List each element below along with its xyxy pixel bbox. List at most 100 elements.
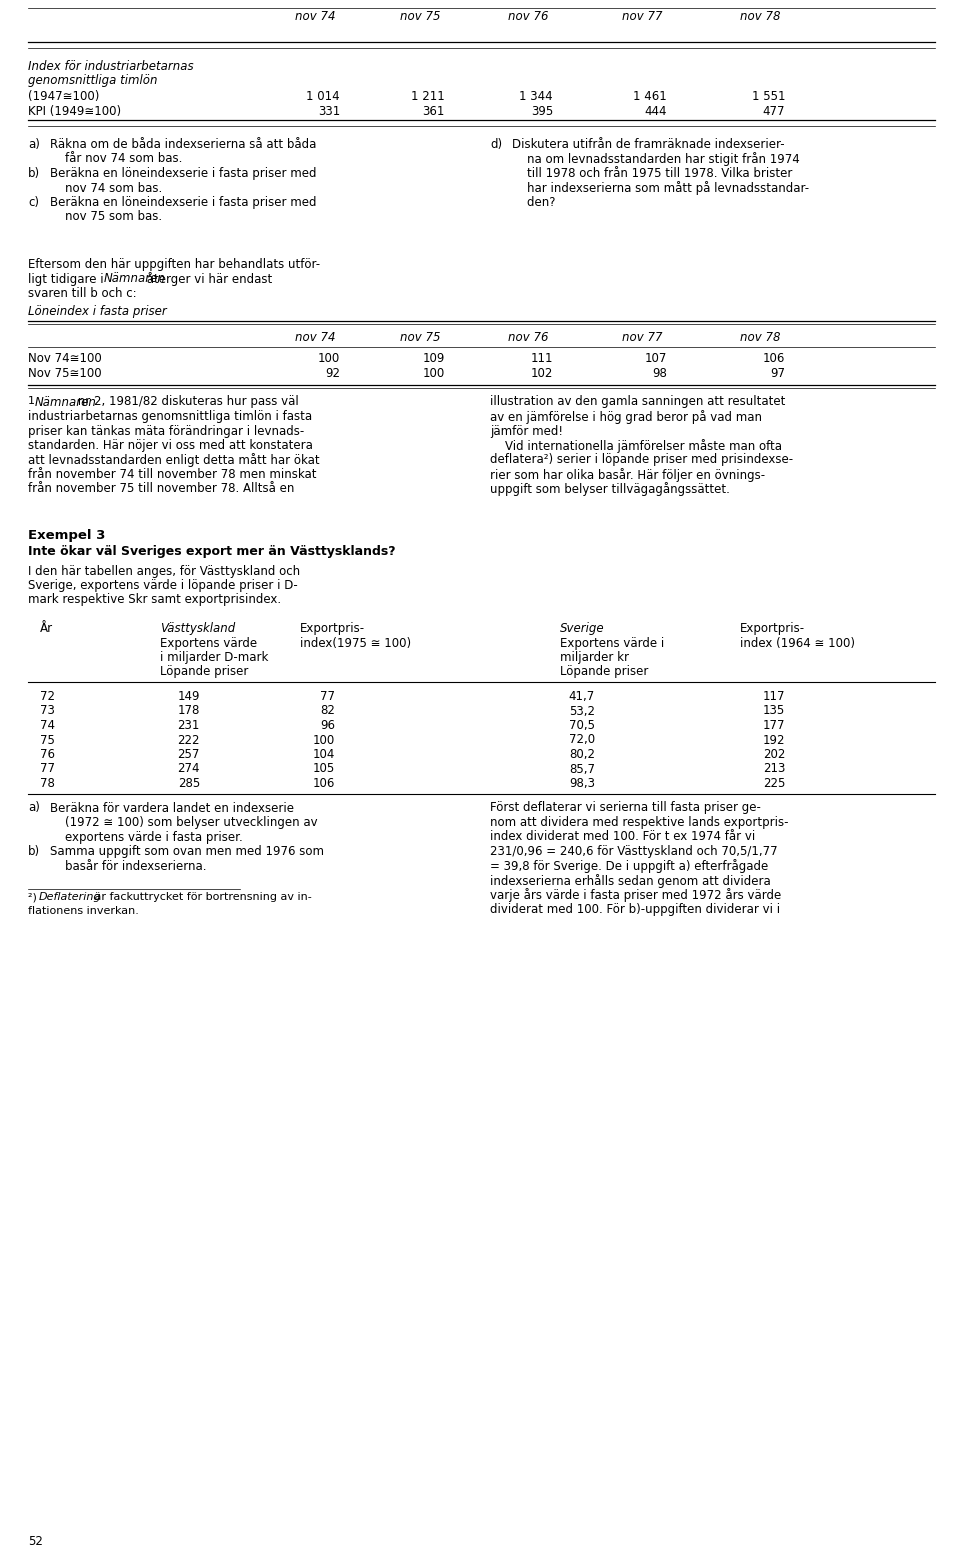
Text: i miljarder D-mark: i miljarder D-mark xyxy=(160,651,269,665)
Text: 231: 231 xyxy=(178,719,200,732)
Text: nov 78: nov 78 xyxy=(740,9,780,23)
Text: Deflatering: Deflatering xyxy=(39,892,102,902)
Text: 100: 100 xyxy=(422,367,445,381)
Text: får nov 74 som bas.: får nov 74 som bas. xyxy=(50,153,182,165)
Text: återger vi här endast: återger vi här endast xyxy=(143,273,272,287)
Text: b): b) xyxy=(28,846,40,858)
Text: 102: 102 xyxy=(531,367,553,381)
Text: miljarder kr: miljarder kr xyxy=(560,651,629,665)
Text: Exportpris-: Exportpris- xyxy=(300,622,365,635)
Text: standarden. Här nöjer vi oss med att konstatera: standarden. Här nöjer vi oss med att kon… xyxy=(28,438,313,452)
Text: nov 75 som bas.: nov 75 som bas. xyxy=(50,211,162,223)
Text: mark respektive Skr samt exportprisindex.: mark respektive Skr samt exportprisindex… xyxy=(28,593,281,607)
Text: 331: 331 xyxy=(318,105,340,119)
Text: nr 2, 1981/82 diskuteras hur pass väl: nr 2, 1981/82 diskuteras hur pass väl xyxy=(74,396,299,409)
Text: b): b) xyxy=(28,167,40,179)
Text: exportens värde i fasta priser.: exportens värde i fasta priser. xyxy=(50,830,243,844)
Text: na om levnadsstandarden har stigit från 1974: na om levnadsstandarden har stigit från … xyxy=(512,153,800,167)
Text: 75: 75 xyxy=(40,733,55,747)
Text: illustration av den gamla sanningen att resultatet: illustration av den gamla sanningen att … xyxy=(490,396,785,409)
Text: 92: 92 xyxy=(325,367,340,381)
Text: dividerat med 100. För b)-uppgiften dividerar vi i: dividerat med 100. För b)-uppgiften divi… xyxy=(490,903,780,916)
Text: 82: 82 xyxy=(320,705,335,718)
Text: Beräkna för vardera landet en indexserie: Beräkna för vardera landet en indexserie xyxy=(50,802,294,814)
Text: 135: 135 xyxy=(763,705,785,718)
Text: Nov 75≅100: Nov 75≅100 xyxy=(28,367,102,381)
Text: nov 74: nov 74 xyxy=(295,9,335,23)
Text: 52: 52 xyxy=(28,1535,43,1548)
Text: nov 77: nov 77 xyxy=(622,9,662,23)
Text: (1947≅100): (1947≅100) xyxy=(28,90,100,103)
Text: År: År xyxy=(40,622,53,635)
Text: 77: 77 xyxy=(40,763,55,775)
Text: Exportens värde i: Exportens värde i xyxy=(560,636,664,649)
Text: indexserierna erhålls sedan genom att dividera: indexserierna erhålls sedan genom att di… xyxy=(490,874,771,888)
Text: är fackuttrycket för bortrensning av in-: är fackuttrycket för bortrensning av in- xyxy=(91,892,312,902)
Text: Samma uppgift som ovan men med 1976 som: Samma uppgift som ovan men med 1976 som xyxy=(50,846,324,858)
Text: 444: 444 xyxy=(644,105,667,119)
Text: Västtyskland: Västtyskland xyxy=(160,622,235,635)
Text: 72,0: 72,0 xyxy=(569,733,595,747)
Text: 1 014: 1 014 xyxy=(306,90,340,103)
Text: 100: 100 xyxy=(318,353,340,365)
Text: av en jämförelse i hög grad beror på vad man: av en jämförelse i hög grad beror på vad… xyxy=(490,410,762,424)
Text: flationens inverkan.: flationens inverkan. xyxy=(28,905,139,916)
Text: 107: 107 xyxy=(644,353,667,365)
Text: 149: 149 xyxy=(178,690,200,704)
Text: nov 76: nov 76 xyxy=(508,9,548,23)
Text: rier som har olika basår. Här följer en övnings-: rier som har olika basår. Här följer en … xyxy=(490,468,765,482)
Text: 1 551: 1 551 xyxy=(752,90,785,103)
Text: Diskutera utifrån de framräknade indexserier-: Diskutera utifrån de framräknade indexse… xyxy=(512,137,784,151)
Text: Index för industriarbetarnas: Index för industriarbetarnas xyxy=(28,59,194,73)
Text: Först deflaterar vi serierna till fasta priser ge-: Först deflaterar vi serierna till fasta … xyxy=(490,802,761,814)
Text: Beräkna en löneindexserie i fasta priser med: Beräkna en löneindexserie i fasta priser… xyxy=(50,167,317,179)
Text: 225: 225 xyxy=(762,777,785,789)
Text: a): a) xyxy=(28,802,40,814)
Text: 1 344: 1 344 xyxy=(519,90,553,103)
Text: Exempel 3: Exempel 3 xyxy=(28,529,106,543)
Text: 73: 73 xyxy=(40,705,55,718)
Text: 85,7: 85,7 xyxy=(569,763,595,775)
Text: 361: 361 xyxy=(422,105,445,119)
Text: genomsnittliga timlön: genomsnittliga timlön xyxy=(28,73,157,87)
Text: (1972 ≅ 100) som belyser utvecklingen av: (1972 ≅ 100) som belyser utvecklingen av xyxy=(50,816,318,828)
Text: 53,2: 53,2 xyxy=(569,705,595,718)
Text: 106: 106 xyxy=(313,777,335,789)
Text: till 1978 och från 1975 till 1978. Vilka brister: till 1978 och från 1975 till 1978. Vilka… xyxy=(512,167,792,179)
Text: 213: 213 xyxy=(762,763,785,775)
Text: 98: 98 xyxy=(652,367,667,381)
Text: 80,2: 80,2 xyxy=(569,747,595,761)
Text: = 39,8 för Sverige. De i uppgift a) efterfrågade: = 39,8 för Sverige. De i uppgift a) efte… xyxy=(490,860,768,874)
Text: Löpande priser: Löpande priser xyxy=(560,666,648,679)
Text: svaren till b och c:: svaren till b och c: xyxy=(28,287,136,300)
Text: deflatera²) serier i löpande priser med prisindexse-: deflatera²) serier i löpande priser med … xyxy=(490,454,793,466)
Text: Beräkna en löneindexserie i fasta priser med: Beräkna en löneindexserie i fasta priser… xyxy=(50,197,317,209)
Text: index(1975 ≅ 100): index(1975 ≅ 100) xyxy=(300,636,411,649)
Text: 78: 78 xyxy=(40,777,55,789)
Text: 74: 74 xyxy=(40,719,55,732)
Text: Sverige: Sverige xyxy=(560,622,605,635)
Text: 395: 395 xyxy=(531,105,553,119)
Text: 1: 1 xyxy=(28,396,38,406)
Text: den?: den? xyxy=(512,197,556,209)
Text: 100: 100 xyxy=(313,733,335,747)
Text: 105: 105 xyxy=(313,763,335,775)
Text: d): d) xyxy=(490,137,502,151)
Text: nov 78: nov 78 xyxy=(740,331,780,345)
Text: varje års värde i fasta priser med 1972 års värde: varje års värde i fasta priser med 1972 … xyxy=(490,889,781,903)
Text: basår för indexserierna.: basår för indexserierna. xyxy=(50,860,206,872)
Text: från november 75 till november 78. Alltså en: från november 75 till november 78. Allts… xyxy=(28,482,295,496)
Text: Exportens värde: Exportens värde xyxy=(160,636,257,649)
Text: nov 74: nov 74 xyxy=(295,331,335,345)
Text: Löpande priser: Löpande priser xyxy=(160,666,249,679)
Text: KPI (1949≅100): KPI (1949≅100) xyxy=(28,105,121,119)
Text: 76: 76 xyxy=(40,747,55,761)
Text: Vid internationella jämförelser måste man ofta: Vid internationella jämförelser måste ma… xyxy=(490,438,782,452)
Text: Sverige, exportens värde i löpande priser i D-: Sverige, exportens värde i löpande prise… xyxy=(28,579,298,591)
Text: Löneindex i fasta priser: Löneindex i fasta priser xyxy=(28,306,167,318)
Text: c): c) xyxy=(28,197,39,209)
Text: 231/0,96 = 240,6 för Västtyskland och 70,5/1,77: 231/0,96 = 240,6 för Västtyskland och 70… xyxy=(490,846,778,858)
Text: 109: 109 xyxy=(422,353,445,365)
Text: 202: 202 xyxy=(762,747,785,761)
Text: 98,3: 98,3 xyxy=(569,777,595,789)
